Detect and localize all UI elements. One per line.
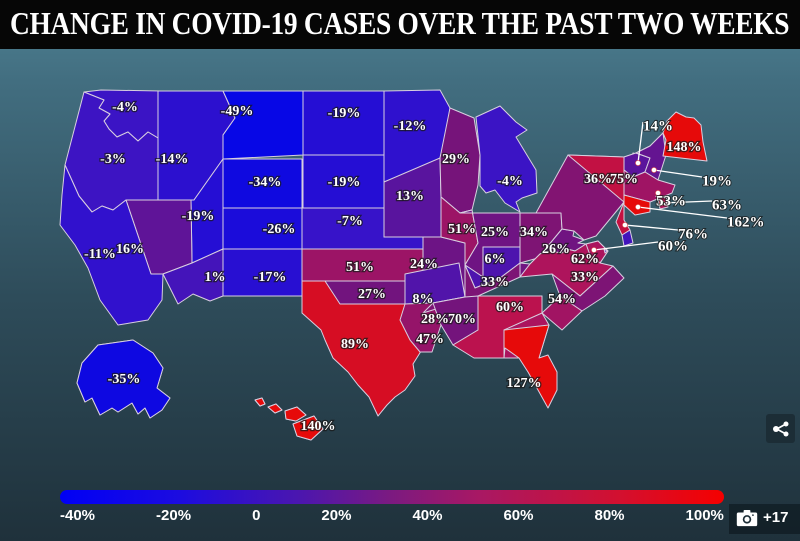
svg-text:51%: 51%: [448, 222, 476, 237]
svg-text:-12%: -12%: [394, 119, 427, 134]
svg-text:16%: 16%: [116, 242, 144, 257]
svg-text:148%: 148%: [667, 140, 702, 155]
svg-text:34%: 34%: [520, 225, 548, 240]
svg-text:162%: 162%: [727, 214, 765, 230]
svg-text:13%: 13%: [396, 189, 424, 204]
svg-text:-4%: -4%: [497, 174, 523, 189]
svg-text:51%: 51%: [346, 260, 374, 275]
svg-text:53%: 53%: [656, 193, 686, 209]
svg-text:63%: 63%: [712, 197, 742, 213]
svg-text:-19%: -19%: [182, 209, 215, 224]
svg-text:62%: 62%: [571, 252, 599, 267]
svg-text:-17%: -17%: [254, 270, 287, 285]
svg-text:-26%: -26%: [263, 222, 296, 237]
svg-text:24%: 24%: [410, 257, 438, 272]
svg-text:75%: 75%: [610, 172, 638, 187]
svg-text:70%: 70%: [448, 312, 476, 327]
svg-text:60%: 60%: [658, 238, 688, 254]
svg-text:14%: 14%: [643, 118, 673, 134]
svg-text:36%: 36%: [584, 172, 612, 187]
svg-text:-49%: -49%: [221, 104, 254, 119]
svg-text:47%: 47%: [416, 332, 444, 347]
svg-text:25%: 25%: [481, 225, 509, 240]
svg-text:-4%: -4%: [112, 100, 138, 115]
svg-text:1%: 1%: [205, 270, 226, 285]
svg-text:19%: 19%: [702, 173, 732, 189]
svg-text:89%: 89%: [341, 337, 369, 352]
svg-text:-14%: -14%: [156, 152, 189, 167]
svg-text:6%: 6%: [485, 252, 506, 267]
svg-text:-11%: -11%: [84, 247, 116, 262]
svg-text:8%: 8%: [413, 292, 434, 307]
svg-text:27%: 27%: [358, 287, 386, 302]
svg-text:-34%: -34%: [249, 175, 282, 190]
svg-text:-19%: -19%: [328, 175, 361, 190]
svg-text:28%: 28%: [421, 312, 449, 327]
svg-text:-35%: -35%: [108, 372, 141, 387]
svg-text:60%: 60%: [496, 300, 524, 315]
svg-text:-19%: -19%: [328, 106, 361, 121]
svg-text:-3%: -3%: [100, 152, 126, 167]
svg-text:26%: 26%: [542, 242, 570, 257]
svg-text:33%: 33%: [481, 275, 509, 290]
svg-text:127%: 127%: [507, 376, 542, 391]
svg-text:29%: 29%: [442, 152, 470, 167]
svg-text:54%: 54%: [548, 292, 576, 307]
svg-text:140%: 140%: [301, 419, 336, 434]
svg-text:-7%: -7%: [337, 214, 363, 229]
svg-text:33%: 33%: [571, 270, 599, 285]
